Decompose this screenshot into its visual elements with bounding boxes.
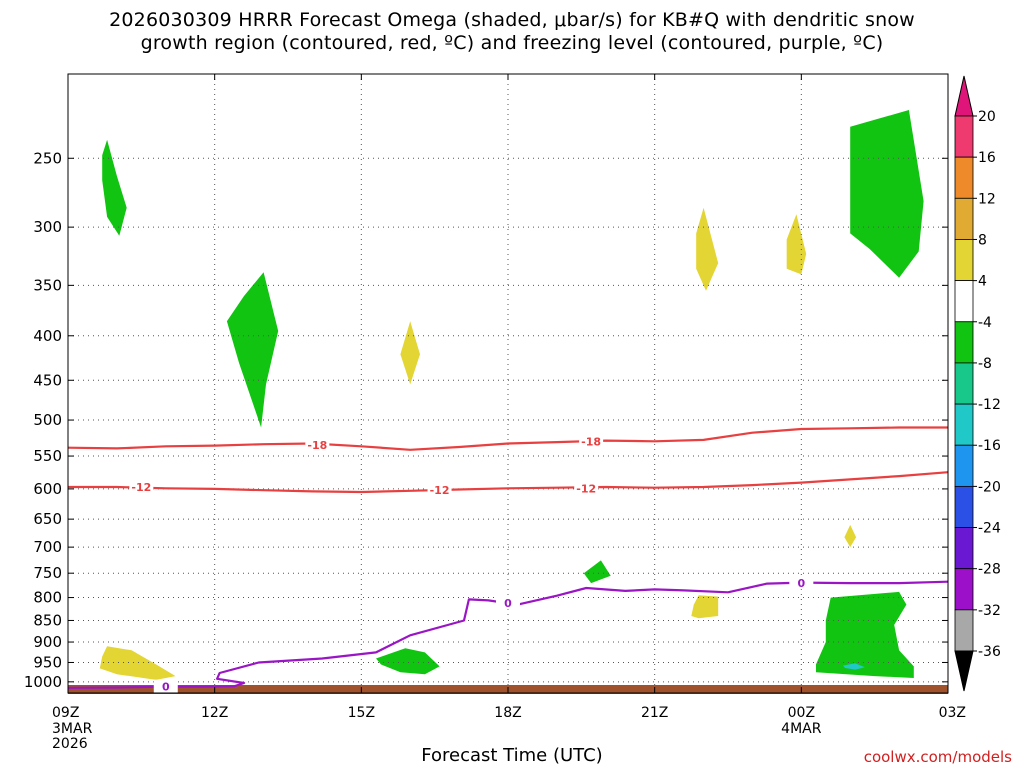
contour-label-bg [305, 437, 330, 451]
omega-neg-3 [376, 648, 440, 675]
contour-label: 0 [504, 597, 512, 610]
y-tick-label: 1000 [24, 673, 62, 691]
credit-text[interactable]: coolwx.com/models [863, 748, 1012, 766]
chart-title-line-2: growth region (contoured, red, ºC) and f… [140, 32, 884, 54]
y-tick-label: 750 [33, 564, 62, 582]
colorbar-swatch [954, 321, 974, 364]
omega-neg-7 [842, 663, 865, 670]
y-tick-label: 300 [33, 218, 62, 236]
omega-pos-1 [99, 646, 176, 680]
omega-neg-2 [226, 272, 279, 428]
contour-label: 0 [798, 577, 806, 590]
y-tick-label: 650 [33, 510, 62, 528]
contour-label: -12 [131, 481, 151, 494]
y-tick-label: 700 [33, 538, 62, 556]
colorbar-label: -36 [978, 644, 1001, 660]
y-tick-label: 500 [33, 411, 62, 429]
colorbar-label: -32 [978, 603, 1001, 619]
contour-line [68, 471, 949, 494]
omega-pos-3 [696, 207, 719, 291]
colorbar-label: 16 [978, 150, 996, 166]
colorbar-label: -8 [978, 356, 992, 372]
colorbar-label: -12 [978, 397, 1001, 413]
contour-label-bg [427, 483, 452, 497]
colorbar-label: -24 [978, 521, 1001, 537]
colorbar-bottom-triangle [954, 650, 974, 692]
colorbar-swatch [954, 568, 974, 611]
omega-neg-5 [850, 110, 924, 278]
colorbar-label: -28 [978, 562, 1001, 578]
colorbar-swatch [954, 403, 974, 446]
colorbar-top-triangle [954, 75, 974, 117]
x-tick-sublabel: 2026 [52, 736, 88, 752]
contour-line [67, 580, 949, 689]
colorbar-label: 8 [978, 232, 987, 248]
contour-label: -12 [576, 482, 596, 495]
colorbar-swatch [954, 115, 974, 158]
contour-label-bg [496, 596, 520, 610]
colorbar-label: -16 [978, 438, 1001, 454]
colorbar-swatch [954, 485, 974, 528]
omega-neg-4 [583, 560, 611, 584]
colorbar-swatch [954, 444, 974, 487]
x-tick-sublabel: 3MAR [52, 721, 93, 737]
y-tick-label: 550 [33, 447, 62, 465]
x-axis-label: Forecast Time (UTC) [421, 745, 603, 766]
chart-title-line-1: 2026030309 HRRR Forecast Omega (shaded, … [109, 9, 915, 31]
colorbar-swatch [954, 362, 974, 405]
omega-pos-6 [691, 595, 719, 619]
colorbar-swatch [954, 239, 974, 282]
x-tick-sublabel: 4MAR [781, 721, 822, 737]
contour-label: 0 [162, 681, 170, 694]
y-tick-label: 900 [33, 633, 62, 651]
omega-neg-6 [816, 591, 914, 678]
x-tick-label: 15Z [348, 705, 375, 721]
colorbar-label: 12 [978, 191, 996, 207]
contour-label: -12 [430, 484, 450, 497]
y-tick-label: 850 [33, 611, 62, 629]
colorbar-label: 20 [978, 109, 996, 125]
colorbar-label: 4 [978, 274, 987, 290]
colorbar-swatch [954, 527, 974, 570]
colorbar-swatch [954, 280, 974, 323]
x-tick-label: 03Z [939, 705, 966, 721]
y-tick-label: 950 [33, 653, 62, 671]
contour-label-bg [574, 481, 599, 495]
contour-label: -18 [581, 435, 601, 448]
omega-pos-2 [400, 321, 420, 385]
contour-label-bg [789, 576, 814, 590]
omega-neg-1 [102, 139, 127, 236]
contour-label: -18 [307, 439, 327, 452]
contour-label-bg [579, 434, 604, 448]
x-tick-label: 21Z [641, 705, 668, 721]
y-tick-label: 400 [33, 327, 62, 345]
colorbar-swatch [954, 156, 974, 199]
y-tick-label: 800 [33, 589, 62, 607]
colorbar-swatch [954, 609, 974, 652]
colorbar-label: -20 [978, 479, 1001, 495]
y-tick-label: 250 [33, 149, 62, 167]
contour-label-bg [153, 679, 178, 693]
y-tick-label: 350 [33, 276, 62, 294]
x-tick-label: 00Z [788, 705, 815, 721]
y-tick-label: 600 [33, 480, 62, 498]
x-tick-label: 09Z [52, 705, 79, 721]
contour-label-bg [129, 480, 154, 494]
y-tick-label: 450 [33, 371, 62, 389]
x-tick-label: 12Z [201, 705, 228, 721]
colorbar-label: -4 [978, 315, 992, 331]
omega-pos-5 [844, 524, 857, 548]
x-tick-label: 18Z [494, 705, 521, 721]
contour-line [67, 426, 948, 451]
colorbar-swatch [954, 197, 974, 240]
